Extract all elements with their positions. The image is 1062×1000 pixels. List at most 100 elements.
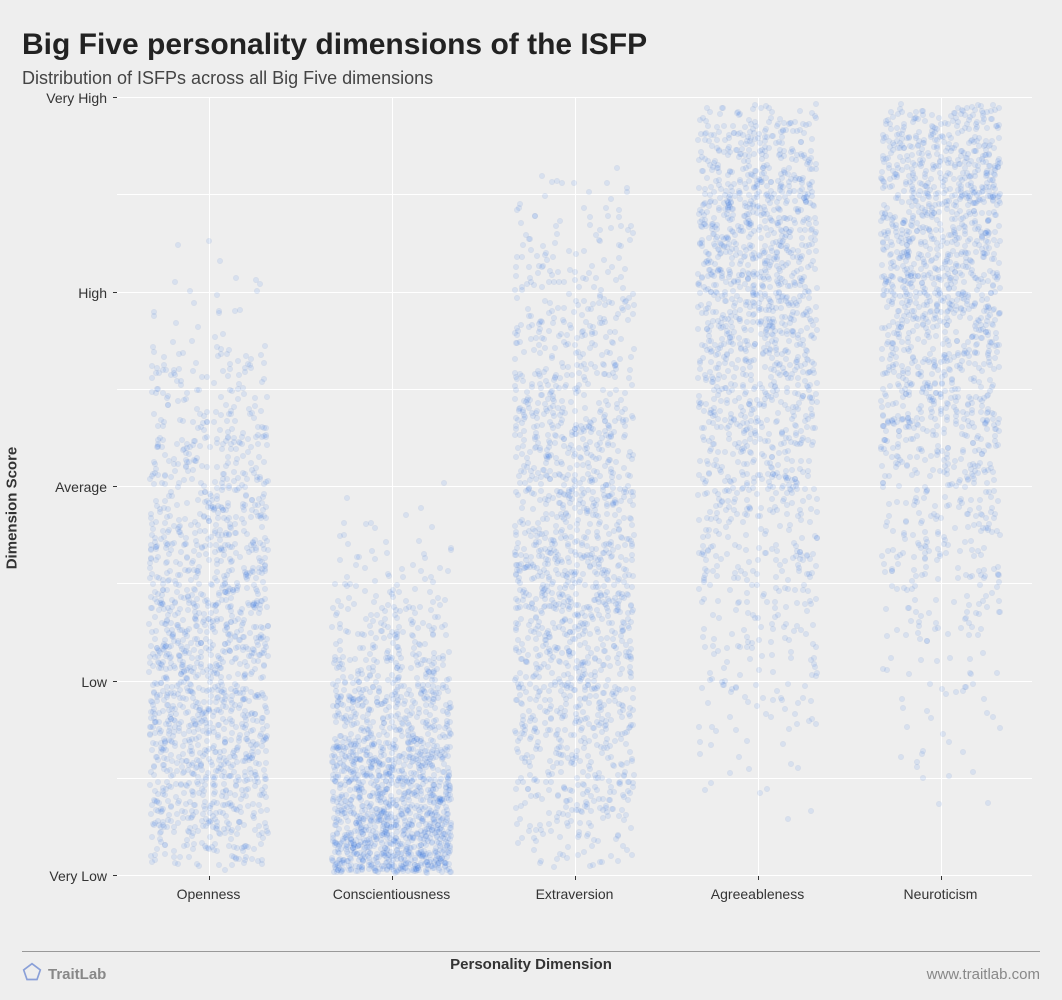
- data-point: [604, 570, 610, 576]
- data-point: [613, 315, 619, 321]
- data-point: [567, 639, 573, 645]
- data-point: [735, 357, 741, 363]
- data-point: [546, 631, 552, 637]
- data-point: [405, 720, 411, 726]
- data-point: [264, 394, 270, 400]
- data-point: [225, 801, 231, 807]
- data-point: [614, 165, 620, 171]
- data-point: [193, 617, 199, 623]
- data-point: [557, 710, 563, 716]
- data-point: [572, 687, 578, 693]
- data-point: [525, 786, 531, 792]
- data-point: [188, 577, 194, 583]
- data-point: [199, 463, 205, 469]
- data-point: [627, 237, 633, 243]
- data-point: [615, 563, 621, 569]
- data-point: [351, 601, 357, 607]
- data-point: [767, 284, 773, 290]
- data-point: [206, 238, 212, 244]
- data-point: [208, 645, 214, 651]
- data-point: [573, 753, 579, 759]
- data-point: [409, 704, 415, 710]
- data-point: [362, 588, 368, 594]
- data-point: [195, 641, 201, 647]
- data-point: [340, 762, 346, 768]
- data-point: [182, 516, 188, 522]
- data-point: [214, 344, 220, 350]
- data-point: [171, 729, 177, 735]
- data-point: [374, 695, 380, 701]
- data-point: [233, 446, 239, 452]
- data-point: [605, 613, 611, 619]
- data-point: [443, 632, 449, 638]
- data-point: [178, 671, 184, 677]
- data-point: [387, 802, 393, 808]
- data-point: [429, 751, 435, 757]
- data-point: [521, 349, 527, 355]
- data-point: [418, 749, 424, 755]
- data-point: [221, 755, 227, 761]
- data-point: [525, 652, 531, 658]
- data-point: [207, 444, 213, 450]
- data-point: [539, 610, 545, 616]
- data-point: [396, 651, 402, 657]
- data-point: [555, 305, 561, 311]
- data-point: [528, 247, 534, 253]
- data-point: [434, 839, 440, 845]
- data-point: [526, 264, 532, 270]
- data-point: [242, 502, 248, 508]
- data-point: [437, 602, 443, 608]
- data-point: [213, 699, 219, 705]
- data-point: [214, 464, 220, 470]
- data-point: [531, 491, 537, 497]
- data-point: [513, 426, 519, 432]
- data-point: [245, 436, 251, 442]
- data-point: [153, 544, 159, 550]
- data-point: [533, 838, 539, 844]
- data-point: [542, 596, 548, 602]
- data-point: [548, 716, 554, 722]
- data-point: [540, 831, 546, 837]
- data-point: [525, 635, 531, 641]
- data-point: [165, 798, 171, 804]
- data-point: [408, 692, 414, 698]
- data-point: [170, 772, 176, 778]
- data-point: [624, 591, 630, 597]
- data-point: [374, 612, 380, 618]
- data-point: [182, 541, 188, 547]
- data-point: [577, 497, 583, 503]
- data-point: [422, 576, 428, 582]
- data-point: [258, 841, 264, 847]
- data-point: [208, 652, 214, 658]
- data-point: [373, 635, 379, 641]
- data-point: [548, 657, 554, 663]
- data-point: [158, 829, 164, 835]
- data-point: [176, 798, 182, 804]
- data-point: [605, 677, 611, 683]
- data-point: [369, 741, 375, 747]
- data-point: [224, 517, 230, 523]
- x-tick-mark: [392, 876, 393, 880]
- data-point: [628, 223, 634, 229]
- data-point: [333, 719, 339, 725]
- data-point: [384, 658, 390, 664]
- y-tick-mark: [113, 681, 117, 682]
- data-point: [218, 412, 224, 418]
- data-point: [423, 709, 429, 715]
- data-point: [540, 243, 546, 249]
- x-tick-mark: [575, 876, 576, 880]
- data-point: [207, 679, 213, 685]
- data-point: [365, 711, 371, 717]
- data-point: [630, 695, 636, 701]
- data-point: [591, 284, 597, 290]
- data-point: [516, 473, 522, 479]
- data-point: [337, 621, 343, 627]
- data-point: [334, 610, 340, 616]
- data-point: [555, 423, 561, 429]
- data-point: [441, 831, 447, 837]
- data-point: [241, 860, 247, 866]
- data-point: [630, 502, 636, 508]
- data-point: [151, 772, 157, 778]
- data-point: [342, 723, 348, 729]
- data-point: [573, 711, 579, 717]
